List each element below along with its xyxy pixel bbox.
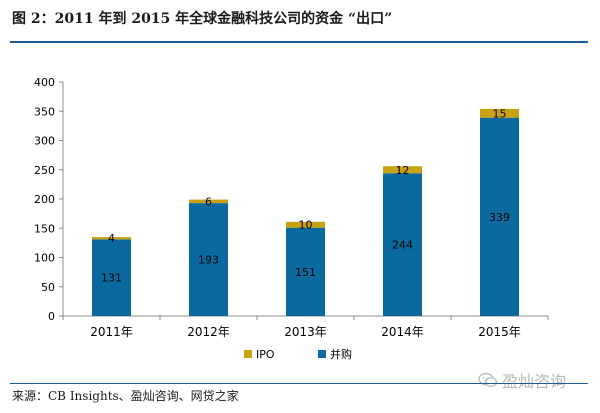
x-tick-label: 2015年	[478, 325, 521, 339]
y-tick-label: 250	[34, 164, 55, 177]
x-tick-label: 2011年	[90, 325, 133, 339]
wechat-logo-icon	[478, 372, 498, 388]
y-tick-label: 350	[34, 105, 55, 118]
data-label-mna: 193	[198, 254, 219, 267]
data-label-mna: 244	[392, 239, 413, 252]
data-label-ipo: 10	[299, 219, 313, 232]
y-tick-label: 300	[34, 135, 55, 148]
data-label-ipo: 12	[396, 164, 410, 177]
legend-label: IPO	[256, 348, 275, 361]
legend-label: 并购	[330, 347, 352, 361]
data-label-ipo: 6	[205, 195, 212, 208]
y-tick-label: 50	[41, 281, 55, 294]
y-tick-label: 200	[34, 193, 55, 206]
x-tick-label: 2013年	[284, 325, 327, 339]
y-tick-label: 100	[34, 252, 55, 265]
legend-swatch	[318, 350, 326, 358]
y-tick-label: 0	[48, 310, 55, 323]
x-tick-label: 2014年	[381, 325, 424, 339]
legend-swatch	[244, 350, 252, 358]
watermark: 盈灿咨询	[478, 368, 566, 392]
data-label-mna: 131	[101, 272, 122, 285]
data-label-mna: 339	[489, 211, 510, 224]
y-tick-label: 400	[34, 76, 55, 89]
watermark-text: 盈灿咨询	[502, 368, 566, 392]
x-tick-label: 2012年	[187, 325, 230, 339]
data-label-ipo: 15	[493, 107, 507, 120]
source-note: 来源：CB Insights、盈灿咨询、网贷之家	[12, 387, 239, 404]
source-divider	[10, 383, 588, 384]
y-tick-label: 150	[34, 222, 55, 235]
data-label-mna: 151	[295, 266, 316, 279]
data-label-ipo: 4	[108, 232, 115, 245]
